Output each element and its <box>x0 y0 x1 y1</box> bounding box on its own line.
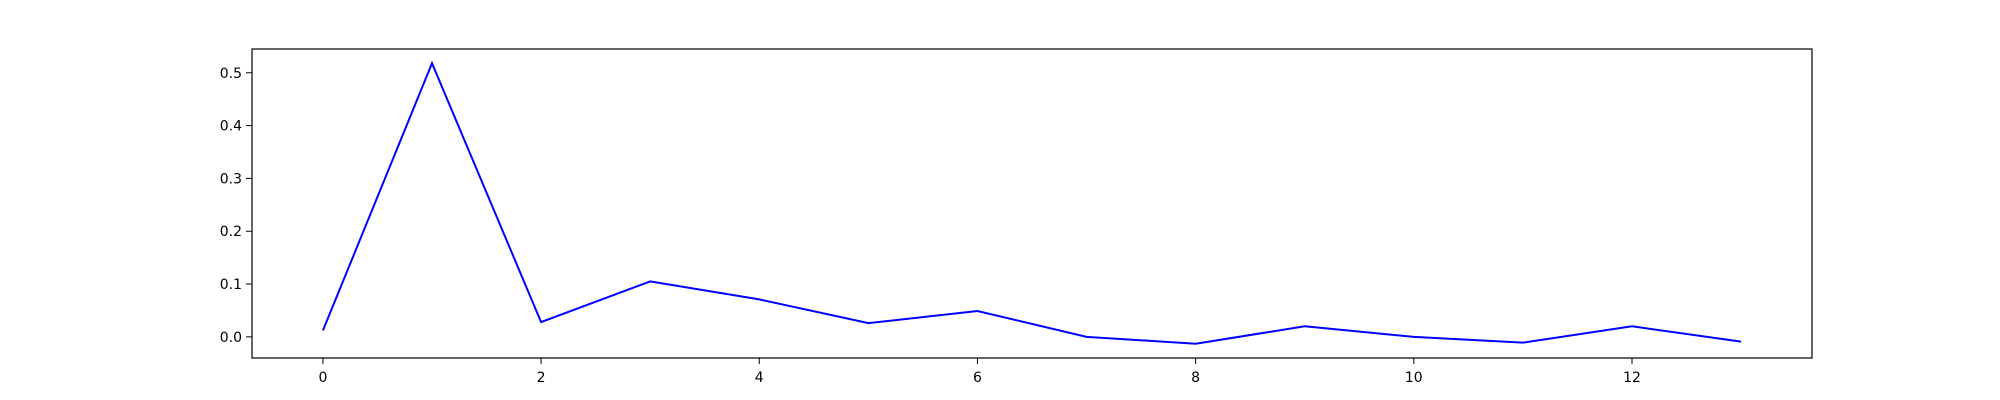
x-tick-label: 4 <box>755 370 764 386</box>
x-tick-label: 2 <box>537 370 546 386</box>
series-line-series-1 <box>321 60 1742 345</box>
x-tick-label: 6 <box>973 370 982 386</box>
y-tick-label: 0.0 <box>220 330 242 346</box>
plot-frame <box>251 48 1813 359</box>
y-tick-label: 0.5 <box>220 66 242 82</box>
x-tick-label: 10 <box>1405 370 1423 386</box>
y-tick-label: 0.4 <box>220 119 242 135</box>
y-tick-label: 0.1 <box>220 277 242 293</box>
x-tick-label: 0 <box>318 370 327 386</box>
x-axis-ticks: 0 2 4 6 8 10 12 <box>318 358 1641 386</box>
x-tick-label: 12 <box>1623 370 1641 386</box>
x-tick-label: 8 <box>1191 370 1200 386</box>
series-layer <box>321 60 1742 345</box>
y-tick-label: 0.3 <box>220 171 242 187</box>
y-axis-ticks: 0.0 0.1 0.2 0.3 0.4 0.5 <box>220 66 252 346</box>
y-tick-label: 0.2 <box>220 224 242 240</box>
